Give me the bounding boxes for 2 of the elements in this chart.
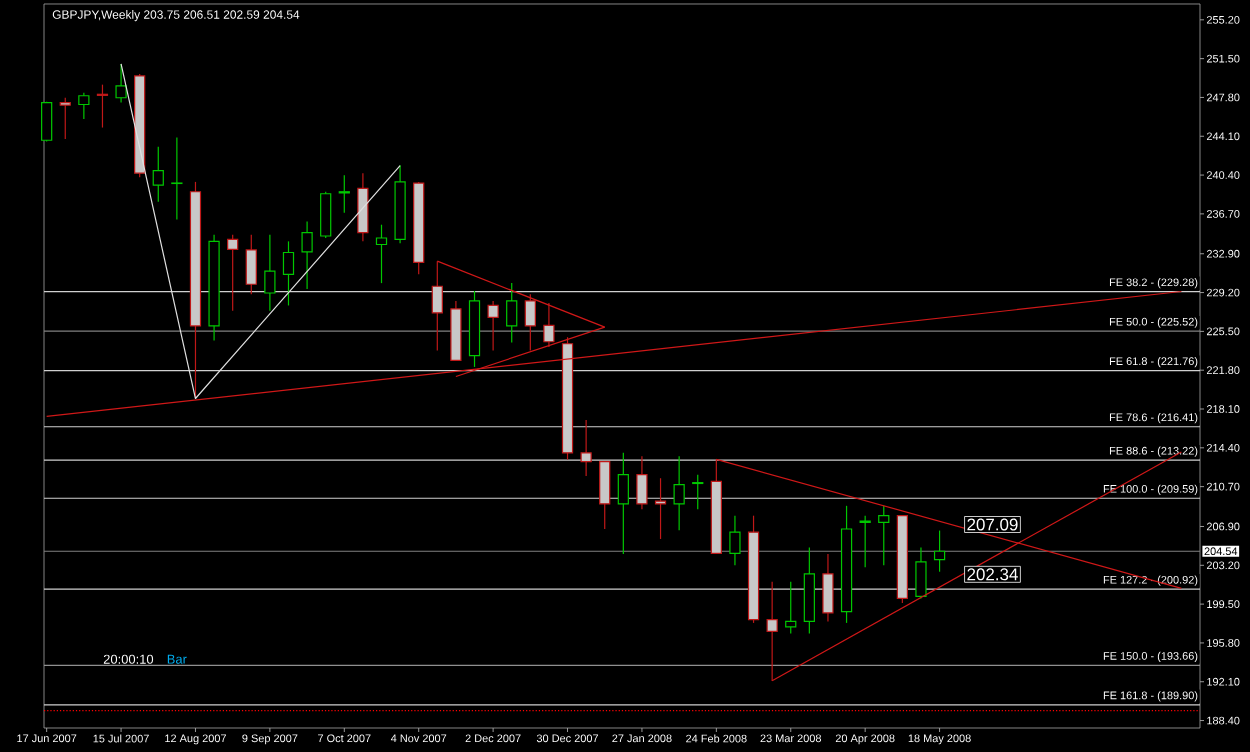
annotation: 207.09 [967, 518, 1018, 531]
annotation: 202.34 [967, 568, 1018, 581]
